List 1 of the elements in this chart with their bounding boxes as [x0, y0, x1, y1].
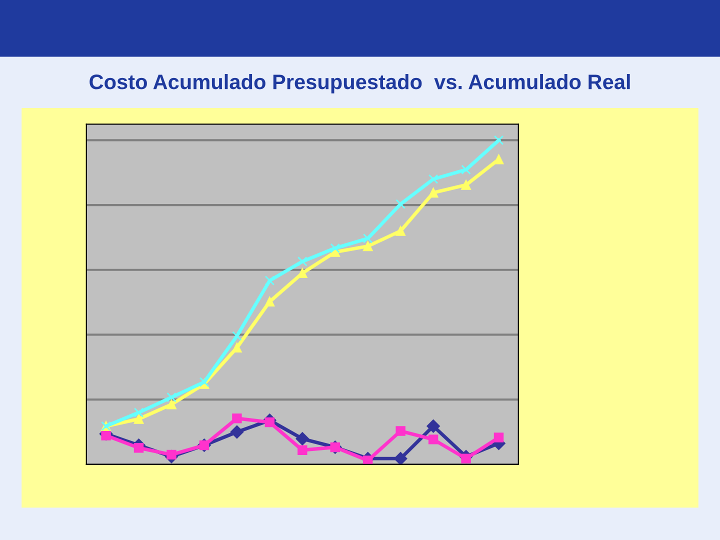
- chart-title: Costo Acumulado Presupuestado vs. Acumulado Real: [90, 74, 630, 94]
